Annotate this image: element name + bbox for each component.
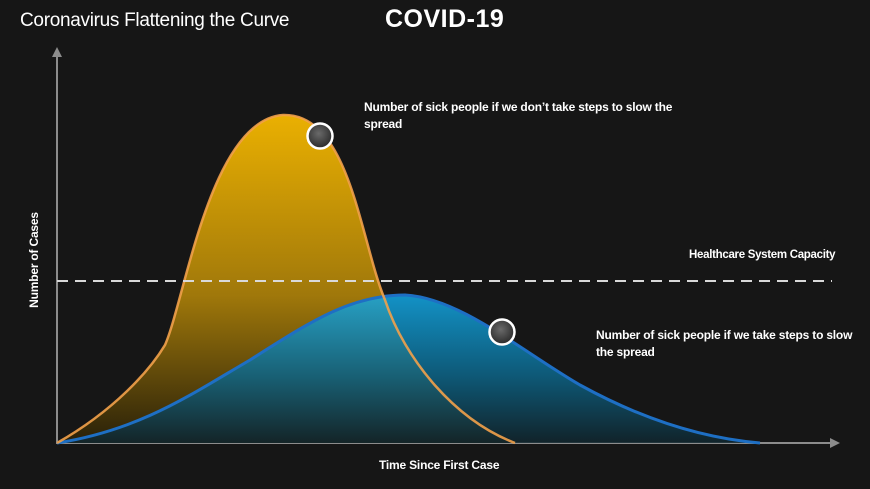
main-title: COVID-19 xyxy=(385,5,505,33)
y-axis-label: Number of Cases xyxy=(27,212,41,308)
x-axis-label: Time Since First Case xyxy=(379,458,500,472)
y-axis-arrow xyxy=(52,47,62,57)
high-curve-line xyxy=(56,113,516,445)
high-curve-marker xyxy=(306,122,334,150)
x-axis-arrow xyxy=(830,438,840,448)
annotation-no-steps: Number of sick people if we don’t take s… xyxy=(364,100,673,131)
chart-title: Coronavirus Flattening the Curve xyxy=(20,10,290,31)
annotation-with-steps: Number of sick people if we take steps t… xyxy=(596,328,853,359)
low-curve-line xyxy=(56,293,761,445)
low-curve-marker xyxy=(488,318,516,346)
low-curve-area xyxy=(57,295,760,443)
capacity-label: Healthcare System Capacity xyxy=(689,249,836,261)
